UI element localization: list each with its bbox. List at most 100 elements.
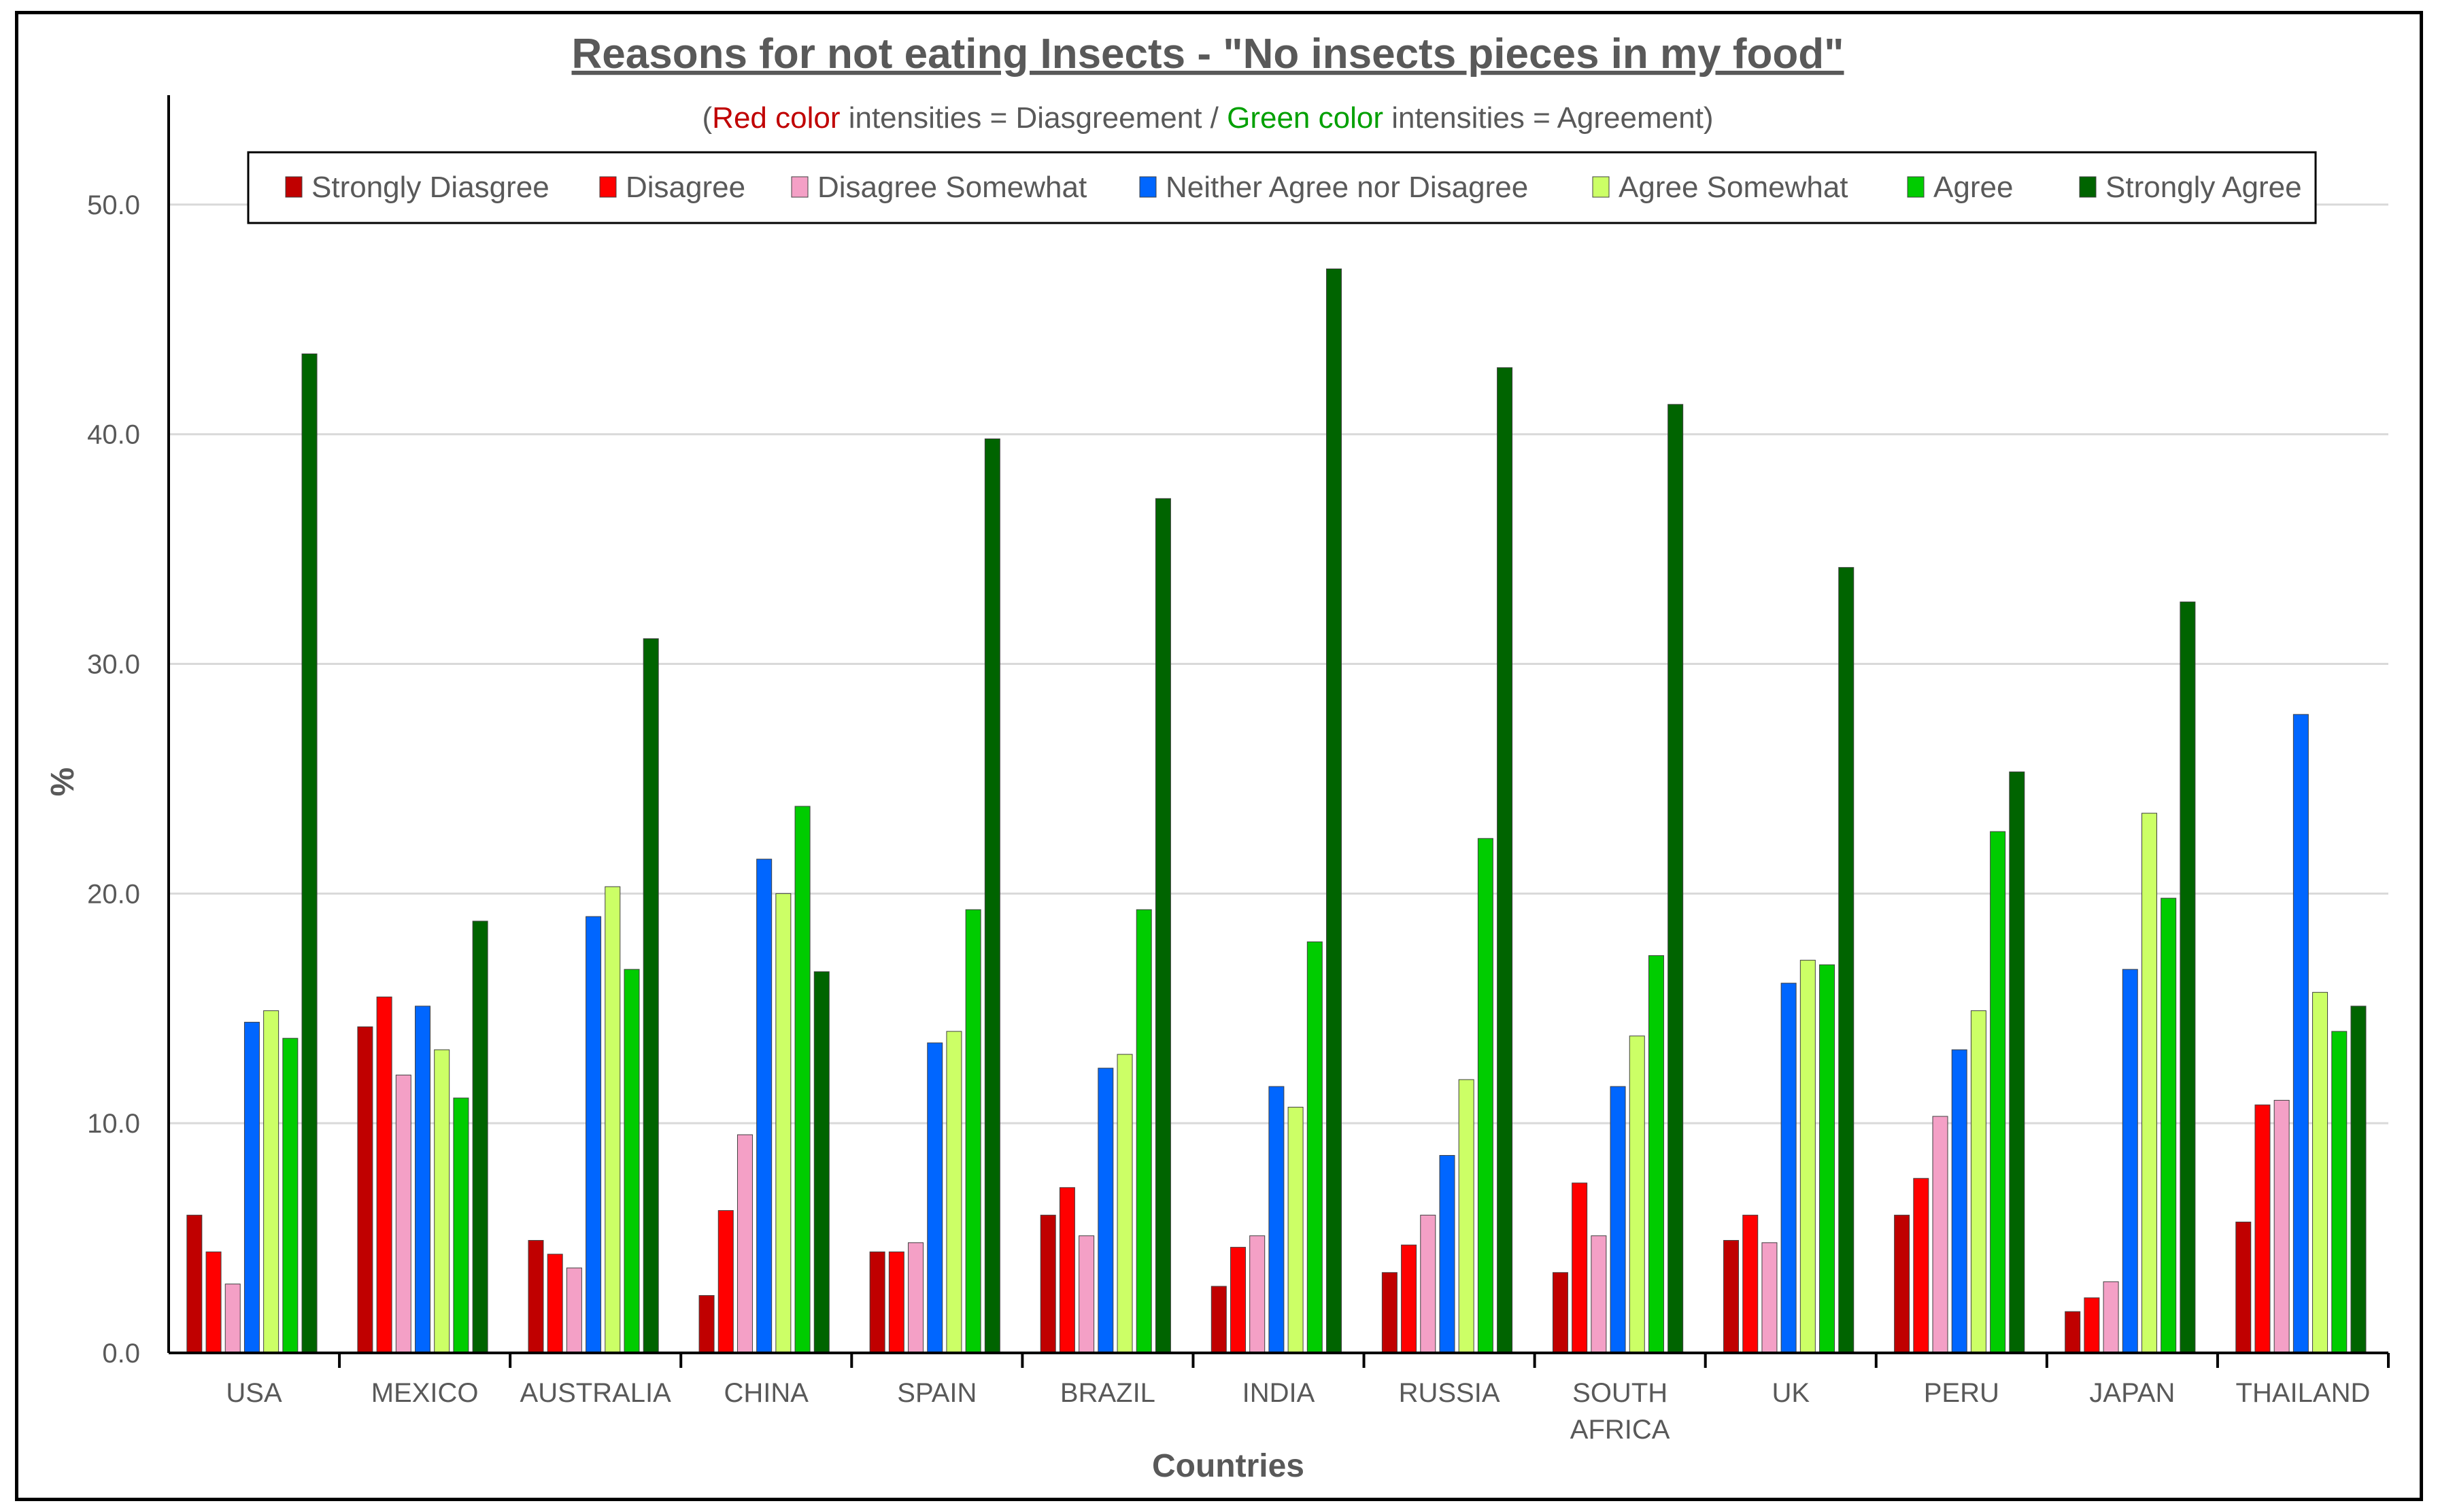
bar xyxy=(2084,1297,2100,1354)
bar xyxy=(1230,1247,1246,1354)
bar xyxy=(415,1006,431,1354)
bar xyxy=(2312,992,2329,1354)
bar xyxy=(1799,959,1816,1354)
legend-swatch xyxy=(599,176,617,198)
subtitle-part: Green color xyxy=(1227,101,1383,135)
bar xyxy=(586,916,602,1354)
bar xyxy=(1990,831,2006,1354)
bar xyxy=(566,1267,582,1354)
bar xyxy=(1249,1235,1266,1354)
bar xyxy=(1401,1244,1417,1354)
y-axis-title: % xyxy=(45,768,81,797)
bar xyxy=(1079,1235,1095,1354)
bar xyxy=(1040,1214,1056,1354)
bar xyxy=(453,1097,469,1354)
legend-label: Strongly Agree xyxy=(2105,171,2302,204)
bar xyxy=(528,1239,544,1354)
legend-item: Strongly Diasgree xyxy=(285,171,549,204)
legend-swatch xyxy=(2079,176,2097,198)
bar xyxy=(2180,601,2196,1354)
bar xyxy=(1381,1272,1398,1354)
bars xyxy=(186,268,2367,1354)
bar xyxy=(1326,268,1342,1354)
bar xyxy=(1780,982,1797,1354)
x-tick-label: AUSTRALIA xyxy=(520,1378,672,1408)
bar xyxy=(908,1242,924,1354)
bar xyxy=(643,638,659,1354)
legend-label: Neither Agree nor Disagree xyxy=(1166,171,1528,204)
bar xyxy=(2103,1281,2119,1354)
bar xyxy=(965,909,981,1354)
gridlines xyxy=(169,203,2388,1124)
x-tick-labels: USA MEXICO AUSTRALIA CHINA SPAIN BRAZIL INDIA R… xyxy=(226,1378,2370,1445)
subtitle-part: intensities = Agreement) xyxy=(1383,101,1713,135)
bar xyxy=(472,921,488,1354)
bar xyxy=(1268,1086,1285,1354)
bar xyxy=(717,1210,734,1354)
x-tick-label: UK xyxy=(1772,1378,1810,1408)
x-tick-label: RUSSIA xyxy=(1399,1378,1500,1408)
x-tick-label: MEXICO xyxy=(371,1378,479,1408)
legend-item: Disagree xyxy=(599,171,745,204)
bar xyxy=(1970,1010,1986,1354)
chart-title: Reasons for not eating Insects - "No ins… xyxy=(572,31,1844,78)
bar xyxy=(984,438,1000,1354)
legend-item: Agree xyxy=(1907,171,2013,204)
bar xyxy=(434,1049,450,1354)
bar xyxy=(946,1031,962,1354)
bar xyxy=(698,1295,715,1354)
legend-label: Disagree xyxy=(626,171,745,204)
bar xyxy=(1913,1178,1929,1354)
bar xyxy=(1932,1116,1948,1354)
bar xyxy=(376,996,392,1354)
subtitle-part: ( xyxy=(702,101,713,135)
x-tick-label: BRAZIL xyxy=(1060,1378,1155,1408)
bar xyxy=(1497,367,1513,1354)
y-tick-label: 0.0 xyxy=(102,1339,140,1369)
bar xyxy=(2161,897,2177,1354)
bar xyxy=(737,1134,753,1354)
chart-subtitle: (Red color intensities = Diasgreement / … xyxy=(702,101,1714,135)
legend-swatch xyxy=(1907,176,1925,198)
x-tick-label: JAPAN xyxy=(2089,1378,2175,1408)
bar xyxy=(2122,969,2138,1354)
legend-swatch xyxy=(1592,176,1610,198)
legend-label: Agree Somewhat xyxy=(1619,171,1848,204)
bar xyxy=(794,806,811,1354)
y-tick-label: 10.0 xyxy=(87,1109,140,1139)
bar xyxy=(1420,1214,1436,1354)
subtitle-part: intensities = Diasgreement / xyxy=(840,101,1227,135)
x-tick-label: THAILAND xyxy=(2236,1378,2371,1408)
legend-item: Agree Somewhat xyxy=(1592,171,1848,204)
bar xyxy=(2292,714,2309,1354)
bar xyxy=(888,1251,904,1354)
bar xyxy=(2273,1099,2290,1354)
bar xyxy=(282,1037,299,1354)
bar xyxy=(2009,771,2025,1354)
y-tick-label: 50.0 xyxy=(87,190,140,220)
subtitle-part: Red color xyxy=(712,101,840,135)
bar xyxy=(2065,1311,2081,1354)
y-tick-label: 30.0 xyxy=(87,650,140,680)
bar xyxy=(1059,1187,1075,1354)
bar xyxy=(1552,1272,1568,1354)
bar xyxy=(1117,1054,1133,1354)
legend-swatch xyxy=(1139,176,1157,198)
x-tick-label: SOUTH AFRICA xyxy=(1570,1378,1670,1445)
bar xyxy=(301,353,318,1354)
x-tick-label: USA xyxy=(226,1378,282,1408)
bar xyxy=(927,1042,943,1354)
bar xyxy=(2254,1104,2271,1354)
legend-item: Disagree Somewhat xyxy=(791,171,1087,204)
bar xyxy=(1136,909,1152,1354)
axes xyxy=(167,95,2390,1368)
legend-item: Neither Agree nor Disagree xyxy=(1139,171,1528,204)
bar xyxy=(205,1251,222,1354)
bar xyxy=(263,1010,280,1354)
y-tick-label: 20.0 xyxy=(87,879,140,909)
bar xyxy=(2350,1006,2367,1354)
bar xyxy=(1761,1242,1778,1354)
bar xyxy=(224,1284,241,1354)
y-tick-labels: 0.0 10.0 20.0 30.0 40.0 50.0 xyxy=(87,190,140,1369)
